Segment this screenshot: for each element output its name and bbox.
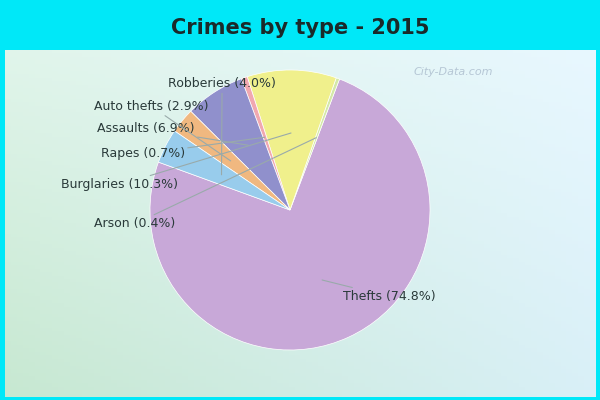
Wedge shape <box>158 131 290 210</box>
Wedge shape <box>247 70 336 210</box>
Text: Assaults (6.9%): Assaults (6.9%) <box>97 122 248 145</box>
Wedge shape <box>290 78 340 210</box>
Wedge shape <box>175 111 290 210</box>
Text: Rapes (0.7%): Rapes (0.7%) <box>101 137 265 160</box>
Text: Burglaries (10.3%): Burglaries (10.3%) <box>61 133 291 191</box>
Text: Arson (0.4%): Arson (0.4%) <box>94 138 316 230</box>
Text: City-Data.com: City-Data.com <box>413 67 493 77</box>
Text: Thefts (74.8%): Thefts (74.8%) <box>322 280 436 303</box>
Text: Robberies (4.0%): Robberies (4.0%) <box>168 78 276 175</box>
Wedge shape <box>150 79 430 350</box>
Text: Crimes by type - 2015: Crimes by type - 2015 <box>171 18 429 38</box>
Text: Auto thefts (2.9%): Auto thefts (2.9%) <box>94 100 230 161</box>
Wedge shape <box>241 77 290 210</box>
Wedge shape <box>191 79 290 210</box>
